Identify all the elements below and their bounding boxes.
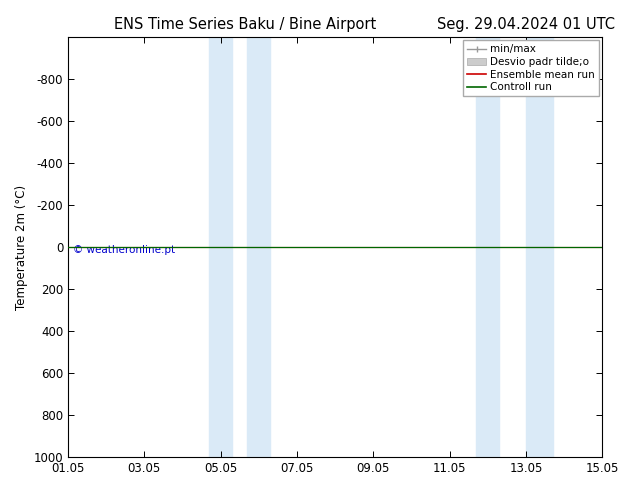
Y-axis label: Temperature 2m (°C): Temperature 2m (°C) [15,185,28,310]
Text: ENS Time Series Baku / Bine Airport: ENS Time Series Baku / Bine Airport [114,17,377,32]
Bar [526,37,553,457]
Text: Seg. 29.04.2024 01 UTC: Seg. 29.04.2024 01 UTC [437,17,615,32]
Text: © weatheronline.pt: © weatheronline.pt [74,245,176,255]
Bar [476,37,499,457]
Bar [247,37,270,457]
Bar [209,37,232,457]
Legend: min/max, Desvio padr tilde;o, Ensemble mean run, Controll run: min/max, Desvio padr tilde;o, Ensemble m… [463,40,599,97]
